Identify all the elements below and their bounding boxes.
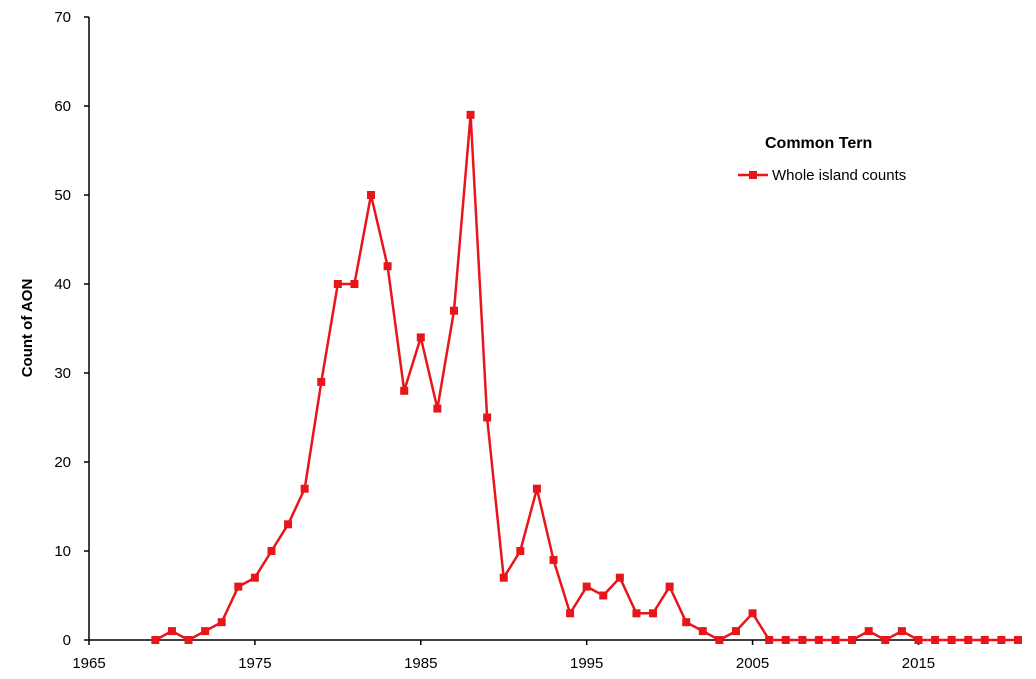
y-axis: 0 10 20 30 40 50 60 70 <box>54 9 90 649</box>
data-point <box>350 280 359 288</box>
y-tick-label: 70 <box>54 9 71 26</box>
y-tick-label: 50 <box>54 187 71 204</box>
y-tick-label: 20 <box>54 454 71 471</box>
data-point <box>1014 636 1022 644</box>
data-point <box>980 636 989 644</box>
data-point <box>433 404 442 413</box>
data-point <box>665 582 674 591</box>
legend: Common Tern Whole island counts <box>738 135 906 184</box>
x-tick-label: 1985 <box>404 655 437 672</box>
data-point <box>234 582 243 591</box>
y-axis-title: Count of AON <box>19 279 36 378</box>
x-ticks: 1965 1975 1985 1995 2005 2015 <box>72 640 935 672</box>
data-point <box>217 618 226 627</box>
data-point <box>947 636 956 644</box>
data-point <box>615 573 624 582</box>
data-point <box>831 636 840 644</box>
data-point <box>483 413 492 422</box>
data-point <box>798 636 807 644</box>
x-tick-label: 1965 <box>72 655 105 672</box>
legend-entry-label: Whole island counts <box>772 167 906 184</box>
data-point <box>765 636 774 644</box>
data-point <box>400 386 409 395</box>
legend-title: Common Tern <box>765 135 872 152</box>
data-point <box>781 636 790 644</box>
data-point <box>466 110 475 119</box>
y-tick-label: 40 <box>54 276 71 293</box>
data-point <box>914 636 923 644</box>
data-point <box>250 573 259 582</box>
legend-swatch-marker <box>749 171 757 179</box>
x-tick-label: 1975 <box>238 655 271 672</box>
data-point <box>317 377 326 386</box>
data-point <box>731 627 740 636</box>
data-point <box>997 636 1006 644</box>
data-point <box>748 609 757 618</box>
y-tick-label: 60 <box>54 98 71 115</box>
x-axis: 1965 1975 1985 1995 2005 2015 <box>72 639 1018 672</box>
data-point <box>964 636 973 644</box>
data-point <box>383 262 392 271</box>
data-point <box>499 573 508 582</box>
data-point <box>931 636 940 644</box>
data-point <box>532 484 541 493</box>
data-point <box>715 636 724 644</box>
data-point <box>516 547 525 555</box>
y-tick-label: 10 <box>54 543 71 560</box>
y-tick-label: 0 <box>63 632 71 649</box>
data-point <box>267 547 276 555</box>
data-point <box>549 555 558 564</box>
x-tick-label: 1995 <box>570 655 603 672</box>
data-point <box>449 306 458 315</box>
data-point <box>151 636 160 644</box>
data-point <box>184 636 193 644</box>
data-point <box>599 591 608 600</box>
data-point <box>881 636 890 644</box>
x-tick-label: 2015 <box>902 655 935 672</box>
data-point <box>167 627 176 636</box>
data-point <box>284 520 293 529</box>
data-point <box>897 627 906 636</box>
series-line <box>154 113 1018 642</box>
data-point <box>333 280 342 288</box>
data-point <box>864 627 873 636</box>
data-point <box>201 627 210 636</box>
data-point <box>300 484 309 493</box>
data-point <box>848 636 857 644</box>
data-point <box>682 618 691 627</box>
data-point <box>367 191 376 199</box>
data-point <box>632 609 641 618</box>
data-point <box>649 609 658 618</box>
y-ticks: 0 10 20 30 40 50 60 70 <box>54 9 89 649</box>
data-point <box>582 582 591 591</box>
x-tick-label: 2005 <box>736 655 769 672</box>
series-layer <box>151 110 1022 644</box>
data-point <box>416 333 425 342</box>
data-point <box>814 636 823 644</box>
data-point <box>698 627 707 636</box>
data-point <box>566 609 575 618</box>
y-tick-label: 30 <box>54 365 71 382</box>
